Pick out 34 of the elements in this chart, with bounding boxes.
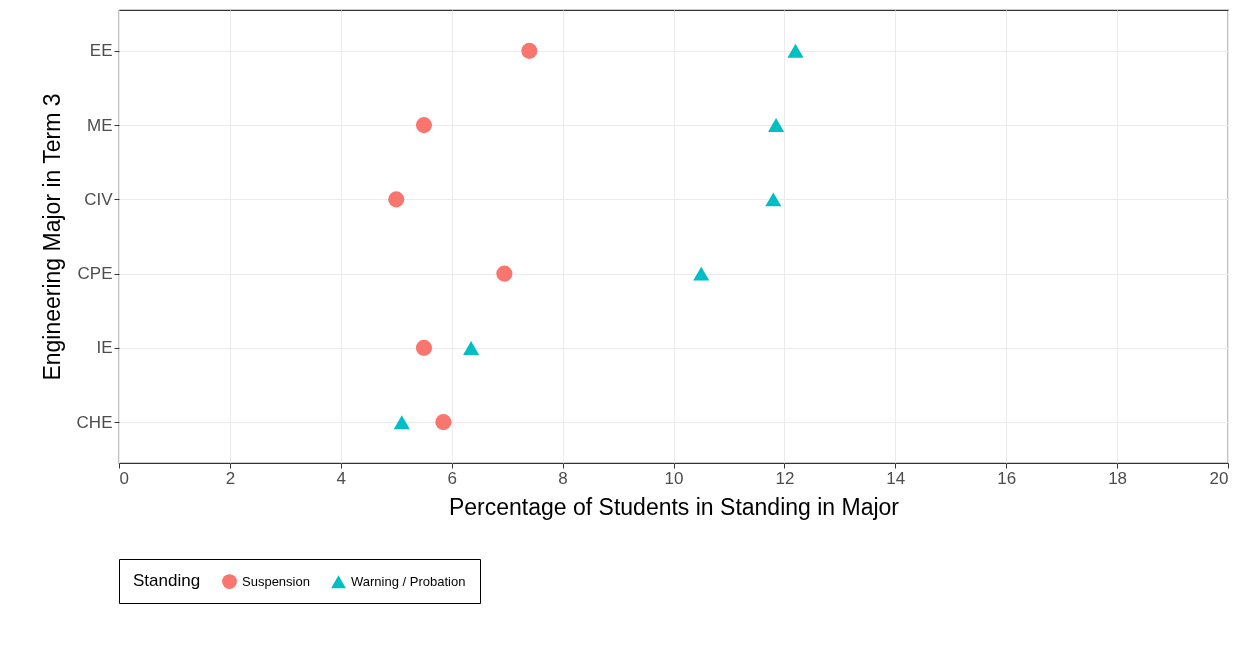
y-tick-label: ME xyxy=(87,115,113,135)
point xyxy=(463,340,480,355)
point xyxy=(388,191,405,208)
point xyxy=(693,266,710,281)
point xyxy=(435,414,452,431)
x-tick-label: 6 xyxy=(447,468,457,488)
point xyxy=(787,43,804,58)
y-tick-label: CPE xyxy=(77,264,113,284)
x-tick-label: 18 xyxy=(1108,468,1128,488)
legend-label: Warning / Probation xyxy=(351,573,466,589)
x-tick-label: 20 xyxy=(1209,468,1229,488)
point xyxy=(415,339,433,356)
point xyxy=(415,117,433,134)
x-tick-label: 8 xyxy=(558,468,568,488)
y-tick-label: CHE xyxy=(76,412,113,432)
x-tick-label: 4 xyxy=(336,468,347,488)
point xyxy=(496,265,513,282)
point xyxy=(393,415,410,430)
point xyxy=(521,42,538,59)
y-tick-label: EE xyxy=(89,41,113,61)
point xyxy=(765,192,782,207)
x-tick-label: 12 xyxy=(775,468,795,488)
y-tick-label: CIV xyxy=(84,189,114,209)
legend-title: Standing xyxy=(133,571,201,590)
x-axis-title: Percentage of Students in Standing in Major xyxy=(448,493,900,520)
x-tick-label: 16 xyxy=(997,468,1017,488)
point xyxy=(768,118,785,133)
y-axis-title: Engineering Major in Term 3 xyxy=(38,93,65,381)
y-tick-label: IE xyxy=(96,338,113,358)
legend-label: Suspension xyxy=(242,573,310,589)
x-tick-label: 14 xyxy=(886,468,906,488)
x-tick-label: 10 xyxy=(664,468,684,488)
x-tick-label: 2 xyxy=(225,468,236,488)
x-tick-label: 0 xyxy=(119,468,129,488)
